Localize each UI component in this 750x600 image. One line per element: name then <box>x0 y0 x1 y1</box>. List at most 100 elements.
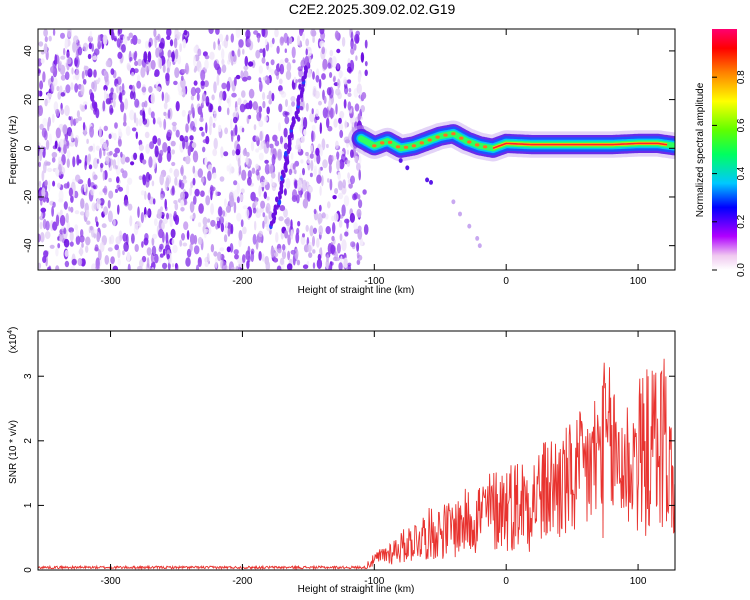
noise-blob <box>108 190 114 199</box>
noise-blob <box>97 34 101 46</box>
noise-blob <box>70 265 76 270</box>
noise-blob <box>123 199 129 207</box>
snr-plot-area <box>38 358 675 570</box>
noise-blob <box>319 248 322 254</box>
noise-blob <box>350 31 354 42</box>
noise-blob <box>122 250 125 256</box>
noise-blob <box>70 206 74 213</box>
noise-blob <box>42 71 46 83</box>
noise-blob <box>314 90 320 99</box>
noise-blob <box>115 188 118 193</box>
noise-blob <box>70 195 74 203</box>
noise-blob <box>337 171 342 180</box>
noise-blob <box>162 218 168 225</box>
noise-blob <box>143 51 148 63</box>
noise-blob <box>268 99 273 105</box>
noise-blob <box>51 156 56 163</box>
noise-blob <box>117 155 120 167</box>
signal-hotspot <box>451 132 456 136</box>
noise-blob <box>203 80 209 88</box>
noise-blob <box>268 163 274 174</box>
noise-blob <box>129 109 135 121</box>
noise-blob <box>77 258 83 266</box>
y-tick-label: -40 <box>23 238 34 253</box>
noise-blob <box>219 33 224 43</box>
noise-blob <box>171 263 175 268</box>
noise-blob <box>245 250 251 261</box>
noise-blob <box>79 246 83 257</box>
noise-blob <box>201 131 205 137</box>
noise-blob <box>174 262 178 269</box>
noise-blob <box>274 140 280 147</box>
noise-blob <box>189 186 193 196</box>
noise-blob <box>103 84 108 92</box>
noise-blob <box>154 145 159 158</box>
noise-blob <box>60 74 66 81</box>
noise-blob <box>197 236 203 245</box>
noise-blob <box>245 151 250 157</box>
noise-blob <box>295 232 300 244</box>
noise-blob <box>185 155 191 165</box>
noise-blob <box>350 175 355 185</box>
trail-blob <box>451 199 456 205</box>
noise-blob <box>88 42 93 50</box>
noise-blob <box>339 129 344 139</box>
noise-blob <box>171 185 175 196</box>
noise-blob <box>347 79 352 84</box>
noise-blob <box>360 52 365 63</box>
noise-blob <box>245 208 250 218</box>
noise-blob <box>355 35 360 44</box>
streak-blob <box>300 86 305 93</box>
noise-blob <box>329 49 334 57</box>
noise-blob <box>258 185 262 198</box>
noise-blob <box>143 214 147 220</box>
noise-blob <box>142 110 146 122</box>
noise-blob <box>74 58 79 65</box>
noise-blob <box>52 180 56 187</box>
noise-blob <box>161 91 164 102</box>
noise-blob <box>42 117 48 127</box>
noise-blob <box>182 175 187 181</box>
noise-blob <box>189 201 195 213</box>
noise-blob <box>338 219 343 228</box>
noise-blob <box>272 134 278 142</box>
noise-blob <box>131 71 135 78</box>
noise-blob <box>74 224 79 231</box>
noise-blob <box>59 214 66 227</box>
noise-blob <box>319 185 322 196</box>
noise-blob <box>72 75 76 80</box>
noise-blob <box>162 142 168 153</box>
noise-blob <box>123 112 127 125</box>
noise-blob <box>103 125 109 132</box>
noise-blob <box>242 226 247 235</box>
noise-blob <box>83 65 89 71</box>
x-tick-label: -200 <box>232 276 252 287</box>
signal-hotspot <box>380 141 385 145</box>
noise-blob <box>135 117 139 127</box>
noise-blob <box>114 244 119 251</box>
noise-blob <box>312 249 316 254</box>
noise-blob <box>264 215 268 225</box>
noise-blob <box>305 224 309 232</box>
noise-blob <box>129 91 134 100</box>
noise-blob <box>363 224 369 235</box>
noise-blob <box>300 135 305 143</box>
noise-blob <box>174 214 180 225</box>
noise-blob <box>87 177 91 188</box>
noise-blob <box>117 51 123 60</box>
noise-blob <box>235 29 241 38</box>
noise-blob <box>69 142 75 147</box>
noise-blob <box>140 66 146 78</box>
noise-blob <box>352 193 357 201</box>
noise-blob <box>279 63 285 75</box>
noise-blob <box>200 190 205 197</box>
noise-blob <box>359 237 364 247</box>
y-tick-label: 0 <box>23 145 34 151</box>
trail-blob <box>425 177 430 183</box>
noise-blob <box>283 127 288 138</box>
noise-blob <box>208 29 214 35</box>
noise-blob <box>105 60 111 68</box>
noise-blob <box>133 112 137 124</box>
noise-blob <box>253 30 259 35</box>
noise-blob <box>121 83 125 93</box>
